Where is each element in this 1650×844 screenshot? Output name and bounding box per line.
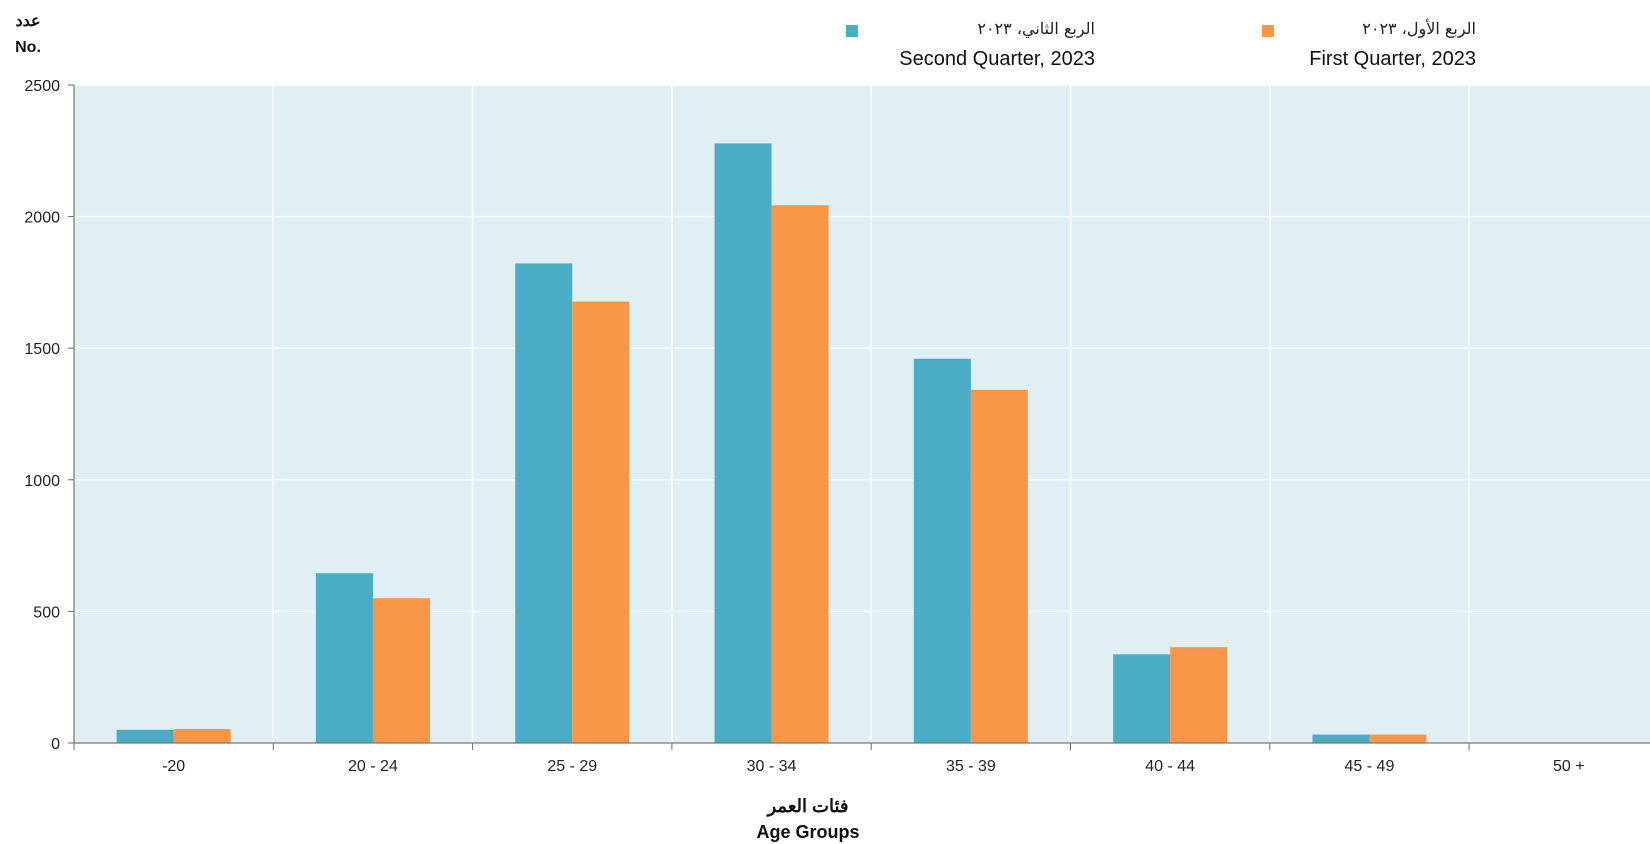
y-tick-labels: 0 500 1000 1500 2000 2500 bbox=[24, 78, 60, 753]
y-axis-label: No. bbox=[15, 39, 41, 56]
legend-swatch-second-quarter bbox=[846, 25, 858, 37]
y-tick-label: 1500 bbox=[24, 341, 60, 358]
bar-second-quarter-5 bbox=[1113, 654, 1171, 743]
legend-label-first-quarter: First Quarter, 2023 bbox=[1309, 48, 1476, 70]
x-tick-labels: -20 20 - 24 25 - 29 30 - 34 35 - 39 40 - 44 45… bbox=[162, 758, 1584, 775]
x-tick-label: 35 - 39 bbox=[946, 758, 996, 775]
bar-second-quarter-6 bbox=[1312, 734, 1370, 743]
legend-item-second-quarter: الربع الثاني، ٢٠٢٣ Second Quarter, 2023 bbox=[846, 19, 1095, 70]
bar-first-quarter-0 bbox=[173, 729, 231, 743]
x-tick-label: -20 bbox=[162, 758, 185, 775]
y-tick-label: 2000 bbox=[24, 210, 60, 227]
bar-first-quarter-5 bbox=[1170, 647, 1228, 743]
x-tick-label: 40 - 44 bbox=[1145, 758, 1195, 775]
x-axis-label-arabic: فئات العمر bbox=[766, 796, 849, 817]
legend-item-first-quarter: الربع الأول، ٢٠٢٣ First Quarter, 2023 bbox=[1262, 19, 1476, 70]
bar-second-quarter-2 bbox=[515, 263, 573, 743]
bar-second-quarter-0 bbox=[116, 729, 174, 743]
gridlines bbox=[74, 84, 1650, 743]
bars bbox=[116, 143, 1427, 743]
bar-first-quarter-3 bbox=[771, 205, 829, 743]
x-tick-label: 25 - 29 bbox=[547, 758, 597, 775]
x-tick-label: 45 - 49 bbox=[1345, 758, 1395, 775]
y-tick-label: 0 bbox=[51, 736, 60, 753]
axes bbox=[68, 84, 1650, 750]
y-axis-label-arabic: عدد bbox=[15, 13, 40, 30]
x-tick-label: 20 - 24 bbox=[348, 758, 398, 775]
bar-first-quarter-6 bbox=[1369, 734, 1427, 743]
legend: الربع الثاني، ٢٠٢٣ Second Quarter, 2023 … bbox=[846, 19, 1476, 70]
x-tick-label: 30 - 34 bbox=[747, 758, 797, 775]
legend-label-first-quarter-arabic: الربع الأول، ٢٠٢٣ bbox=[1362, 19, 1476, 38]
y-tick-label: 2500 bbox=[24, 78, 60, 95]
x-axis-label: Age Groups bbox=[756, 822, 859, 842]
bar-first-quarter-2 bbox=[572, 301, 630, 743]
x-tick-label: 50 + bbox=[1553, 758, 1585, 775]
y-tick-label: 500 bbox=[33, 604, 60, 621]
plot-area bbox=[74, 85, 1650, 743]
bar-second-quarter-3 bbox=[714, 143, 772, 743]
bar-second-quarter-4 bbox=[913, 358, 971, 743]
y-tick-label: 1000 bbox=[24, 473, 60, 490]
legend-swatch-first-quarter bbox=[1262, 25, 1274, 37]
legend-label-second-quarter: Second Quarter, 2023 bbox=[899, 48, 1095, 70]
bar-first-quarter-1 bbox=[372, 598, 430, 743]
bar-first-quarter-4 bbox=[970, 389, 1028, 743]
bar-second-quarter-1 bbox=[315, 573, 373, 743]
legend-label-second-quarter-arabic: الربع الثاني، ٢٠٢٣ bbox=[977, 19, 1095, 38]
